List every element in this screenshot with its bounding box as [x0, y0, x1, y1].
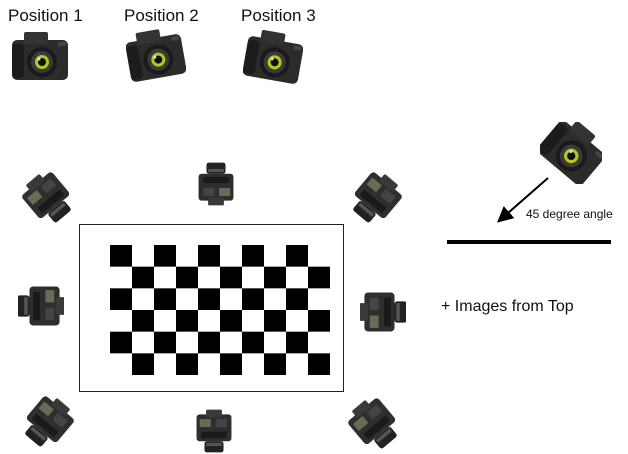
checker-square [132, 245, 155, 267]
angle-arrow [496, 177, 549, 223]
checker-square [154, 353, 177, 375]
position-2-label: Position 2 [124, 6, 199, 25]
checker-square [220, 353, 243, 375]
camera-top-right-icon [350, 172, 402, 224]
checker-square [242, 331, 265, 354]
checker-square [264, 331, 287, 354]
checker-square [176, 353, 199, 375]
checker-square [154, 266, 177, 289]
checker-square [198, 245, 221, 267]
checker-square [220, 266, 243, 289]
position-1-label: Position 1 [8, 6, 83, 25]
checker-square [110, 331, 133, 354]
checker-square [110, 310, 133, 332]
checker-square [264, 245, 287, 267]
checker-square [132, 266, 155, 289]
checker-square [198, 310, 221, 332]
checker-square [176, 266, 199, 289]
angle-label: 45 degree angle [526, 207, 613, 221]
checker-square [132, 310, 155, 332]
checker-square [110, 266, 133, 289]
checker-square [308, 331, 330, 354]
camera-bottom-right-icon [348, 398, 400, 450]
checker-square [308, 266, 330, 289]
checker-square [264, 288, 287, 311]
checker-square [132, 331, 155, 354]
checker-square [198, 353, 221, 375]
checker-square [286, 310, 309, 332]
position-3-label: Position 3 [241, 6, 316, 25]
checker-square [264, 353, 287, 375]
checker-square [198, 331, 221, 354]
top-images-note: + Images from Top [441, 298, 574, 315]
checker-square [220, 331, 243, 354]
checker-square [220, 310, 243, 332]
checker-square [198, 288, 221, 311]
camera-bottom-center-icon [188, 408, 240, 454]
checker-square [176, 245, 199, 267]
checker-square [220, 245, 243, 267]
checker-square [154, 245, 177, 267]
checker-square [176, 310, 199, 332]
checker-square [308, 245, 330, 267]
checker-square [110, 245, 133, 267]
checker-square [154, 331, 177, 354]
checker-square [308, 353, 330, 375]
checker-square [242, 288, 265, 311]
checker-square [154, 288, 177, 311]
checker-square [286, 331, 309, 354]
checker-square [242, 353, 265, 375]
checker-square [176, 331, 199, 354]
camera-top-left-icon [22, 172, 74, 224]
camera-middle-left-icon [18, 280, 64, 332]
checker-square [220, 288, 243, 311]
checker-square [242, 245, 265, 267]
checker-square [242, 310, 265, 332]
camera-bottom-left-icon [22, 396, 74, 448]
camera-rotated-left-icon [126, 28, 186, 88]
checker-square [110, 353, 133, 375]
checker-square [132, 288, 155, 311]
checkerboard-pattern [110, 245, 330, 375]
camera-top-center-icon [190, 161, 242, 207]
checker-square [264, 310, 287, 332]
checker-square [308, 288, 330, 311]
checker-square [286, 245, 309, 267]
checker-square [286, 288, 309, 311]
checker-square [154, 310, 177, 332]
checker-square [198, 266, 221, 289]
checker-square [132, 353, 155, 375]
checker-square [264, 266, 287, 289]
camera-middle-right-icon [360, 286, 406, 338]
surface-line [447, 240, 611, 244]
checker-square [286, 266, 309, 289]
checker-square [308, 310, 330, 332]
checker-square [286, 353, 309, 375]
camera-front-icon [10, 30, 70, 90]
checker-square [110, 288, 133, 311]
camera-rotated-right-icon [243, 30, 303, 90]
checker-square [242, 266, 265, 289]
checker-square [176, 288, 199, 311]
